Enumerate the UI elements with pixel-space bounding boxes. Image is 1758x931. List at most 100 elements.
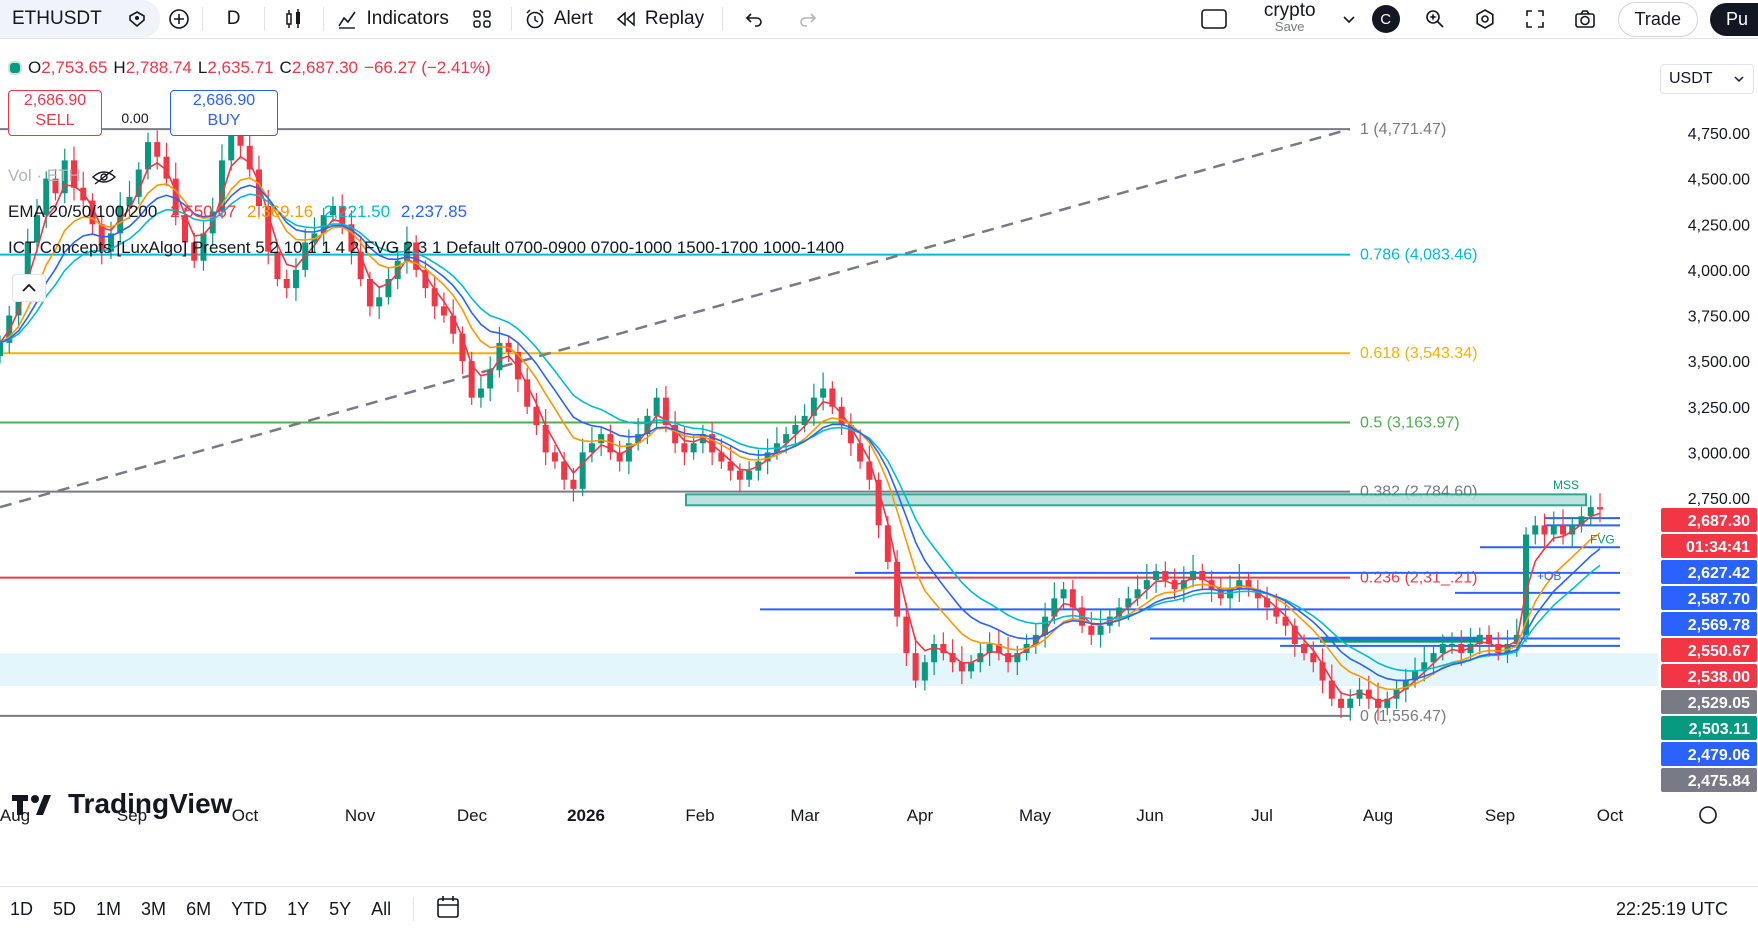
ema-100-value: 2,221.50 xyxy=(323,202,391,221)
price-tag xyxy=(1661,664,1757,688)
ema-line xyxy=(0,184,1601,682)
price-chart[interactable]: 1 (4,771.47) 0.786 (4,083.46) 0.618 (3,543… xyxy=(0,46,1758,856)
grid-icon xyxy=(473,10,491,28)
layout-name-button[interactable]: crypto Save xyxy=(1244,0,1336,38)
fullscreen-button[interactable] xyxy=(1510,0,1560,38)
range-5y[interactable]: 5Y xyxy=(329,898,352,919)
candle-body xyxy=(1088,625,1095,635)
quick-search-button[interactable] xyxy=(1410,0,1460,38)
candle-body xyxy=(348,224,355,252)
candle-body xyxy=(542,425,549,453)
candle-body xyxy=(912,653,919,681)
candle-body xyxy=(1199,571,1206,581)
ict-label: ICT Concepts [LuxAlgo] Present 5 2 10 1 … xyxy=(8,238,845,257)
undo-button[interactable] xyxy=(727,0,781,38)
range-all[interactable]: All xyxy=(371,898,392,919)
layout-button[interactable] xyxy=(1184,0,1244,38)
candle-body xyxy=(422,269,429,289)
ema-line xyxy=(0,193,1601,672)
candle-body xyxy=(24,242,31,289)
candle-body xyxy=(1486,634,1493,644)
buy-button[interactable]: 2,686.90 BUY xyxy=(170,90,278,136)
sell-button[interactable]: 2,686.90 SELL xyxy=(8,90,102,136)
candle-body xyxy=(459,333,466,362)
candle-body xyxy=(1162,571,1169,581)
top-toolbar: ETHUSDT D Indicators Alert Replay crypto xyxy=(0,0,1758,39)
publish-button[interactable]: Pu xyxy=(1709,2,1758,36)
symbol-search[interactable]: ETHUSDT xyxy=(0,0,114,38)
range-1m[interactable]: 1M xyxy=(96,898,122,919)
candle-body xyxy=(635,434,642,444)
candle-body xyxy=(440,306,447,316)
candle-body xyxy=(200,233,207,261)
fib-level-label: 1 (4,771.47) xyxy=(1360,121,1446,138)
candle-body xyxy=(653,397,660,416)
chart-pane[interactable]: 1 (4,771.47) 0.786 (4,083.46) 0.618 (3,543… xyxy=(0,46,1758,856)
time-axis-label: 2026 xyxy=(567,806,605,825)
divider xyxy=(264,7,266,31)
fullscreen-icon xyxy=(1525,10,1544,28)
collapse-legend-button[interactable] xyxy=(12,274,46,302)
user-avatar[interactable]: C xyxy=(1362,0,1410,38)
candle-body xyxy=(283,279,290,289)
close-value: C2,687.30 xyxy=(279,58,359,77)
candle-body xyxy=(940,644,947,654)
clock-utc[interactable]: 22:25:19 UTC xyxy=(1615,899,1728,919)
candle-body xyxy=(1069,589,1076,608)
alert-button[interactable]: Alert xyxy=(516,0,601,38)
price-tag-label: 2,479.06 xyxy=(1688,747,1750,764)
sell-price: 2,686.90 xyxy=(23,92,87,109)
candle-body xyxy=(1319,662,1326,681)
interval-button[interactable]: D xyxy=(207,0,261,38)
chart-type-button[interactable] xyxy=(269,0,319,38)
eye-hidden-icon[interactable] xyxy=(91,168,117,185)
candle-body xyxy=(413,242,420,270)
price-tag xyxy=(1661,586,1757,610)
time-axis-label: Dec xyxy=(457,806,488,825)
favorite-button[interactable] xyxy=(113,0,160,38)
candle-body xyxy=(857,443,864,462)
candle-body xyxy=(829,388,836,407)
range-ytd[interactable]: YTD xyxy=(231,898,268,919)
price-tag xyxy=(1661,638,1757,662)
candle-body xyxy=(1560,525,1567,535)
date-range-button[interactable] xyxy=(426,895,472,924)
candle-body xyxy=(292,269,299,289)
settings-button[interactable] xyxy=(1460,0,1510,38)
candle-body xyxy=(265,206,272,252)
ict-legend[interactable]: ICT Concepts [LuxAlgo] Present 5 2 10 1 … xyxy=(8,238,844,258)
market-status-dot xyxy=(8,61,22,75)
redo-button[interactable] xyxy=(781,0,835,38)
snapshot-button[interactable] xyxy=(1560,0,1610,38)
indicators-button[interactable]: Indicators xyxy=(328,0,456,38)
candle-body xyxy=(487,370,494,389)
range-1y[interactable]: 1Y xyxy=(287,898,310,919)
templates-button[interactable] xyxy=(457,0,507,38)
candle-body xyxy=(1032,634,1039,644)
chevron-up-icon xyxy=(22,283,36,292)
time-axis-label: May xyxy=(1019,806,1052,825)
candle-body xyxy=(70,160,77,188)
range-5d[interactable]: 5D xyxy=(53,898,77,919)
ema-legend[interactable]: EMA 20/50/100/200 2,550.67 2,369.16 2,22… xyxy=(8,202,467,222)
range-3m[interactable]: 3M xyxy=(141,898,167,919)
smc-annotation: MSS xyxy=(1553,478,1579,492)
compare-symbol-button[interactable] xyxy=(160,0,198,38)
ema-20-value: 2,550.67 xyxy=(170,202,237,221)
ema-50-value: 2,369.16 xyxy=(247,202,314,221)
candle-body xyxy=(1587,507,1594,517)
candle-body xyxy=(339,206,346,225)
currency-select[interactable]: USDT xyxy=(1660,64,1754,94)
candles-icon xyxy=(286,9,301,28)
layout-dropdown[interactable] xyxy=(1336,0,1362,38)
divider xyxy=(510,7,512,31)
price-tag-label: 2,538.00 xyxy=(1688,669,1750,686)
range-6m[interactable]: 6M xyxy=(186,898,212,919)
order-block-zone xyxy=(685,493,1587,507)
replay-button[interactable]: Replay xyxy=(601,0,718,38)
trade-label: Trade xyxy=(1634,8,1681,29)
candle-body xyxy=(1125,598,1132,608)
volume-legend[interactable]: Vol · ETH xyxy=(8,166,117,186)
trade-button[interactable]: Trade xyxy=(1617,1,1698,37)
range-1d[interactable]: 1D xyxy=(10,898,34,919)
